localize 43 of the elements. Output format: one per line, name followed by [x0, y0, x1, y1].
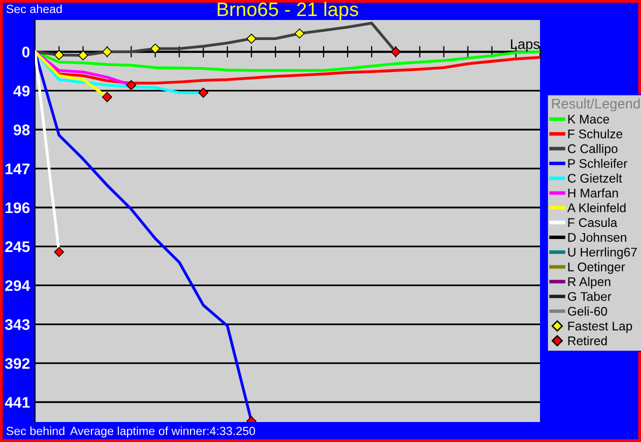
point [126, 80, 136, 90]
legend-label: R Alpen [568, 276, 610, 289]
legend-label: C Gietzelt [568, 174, 622, 183]
legend-label: Geli-60 [568, 306, 608, 316]
legend-label: D Johnsen [568, 232, 626, 242]
text: Average laptime of winner:4:33.250 [70, 426, 256, 438]
point [102, 46, 112, 57]
y-tick-label: 441 [4, 397, 30, 408]
legend-label: A Kleinfeld [567, 203, 626, 212]
point [78, 50, 88, 60]
legend-label: C Callipo [568, 144, 618, 156]
text: Sec ahead [6, 4, 62, 14]
point [198, 88, 208, 98]
text: Sec behind [6, 426, 64, 436]
legend-label: Retired [568, 336, 607, 346]
y-tick-label: 343 [5, 319, 30, 330]
point [390, 46, 401, 57]
legend-title: Result/Legend [552, 98, 640, 112]
legend-label: U Herrling67 [568, 247, 637, 260]
legend-label: L Oetinger [568, 262, 625, 274]
point [150, 44, 160, 54]
y-tick-label: 196 [6, 202, 30, 214]
legend-label: H Marfan [568, 188, 618, 198]
y-tick-label: 245 [5, 241, 30, 252]
point [294, 28, 305, 39]
chart-title: Brno65 - 21 laps [218, 2, 358, 20]
point [246, 34, 256, 44]
point [102, 92, 112, 102]
legend-label: Fastest Lap [568, 322, 632, 333]
legend-label: F Casula [568, 218, 618, 228]
y-tick-label: 98 [14, 124, 30, 136]
y-tick-label: 0 [22, 46, 30, 58]
point [54, 246, 64, 258]
y-tick-label: 147 [6, 164, 30, 174]
y-tick-label: 294 [5, 280, 30, 292]
y-tick-label: 392 [5, 358, 30, 369]
x-axis-title: Laps [511, 39, 540, 52]
legend-label: P Schleifer [568, 158, 628, 168]
y-tick-label: 49 [13, 86, 30, 96]
legend-label: G Taber [568, 292, 612, 301]
legend-label: K Mace [568, 114, 610, 124]
legend-label: F Schulze [568, 129, 622, 138]
point [54, 50, 64, 60]
